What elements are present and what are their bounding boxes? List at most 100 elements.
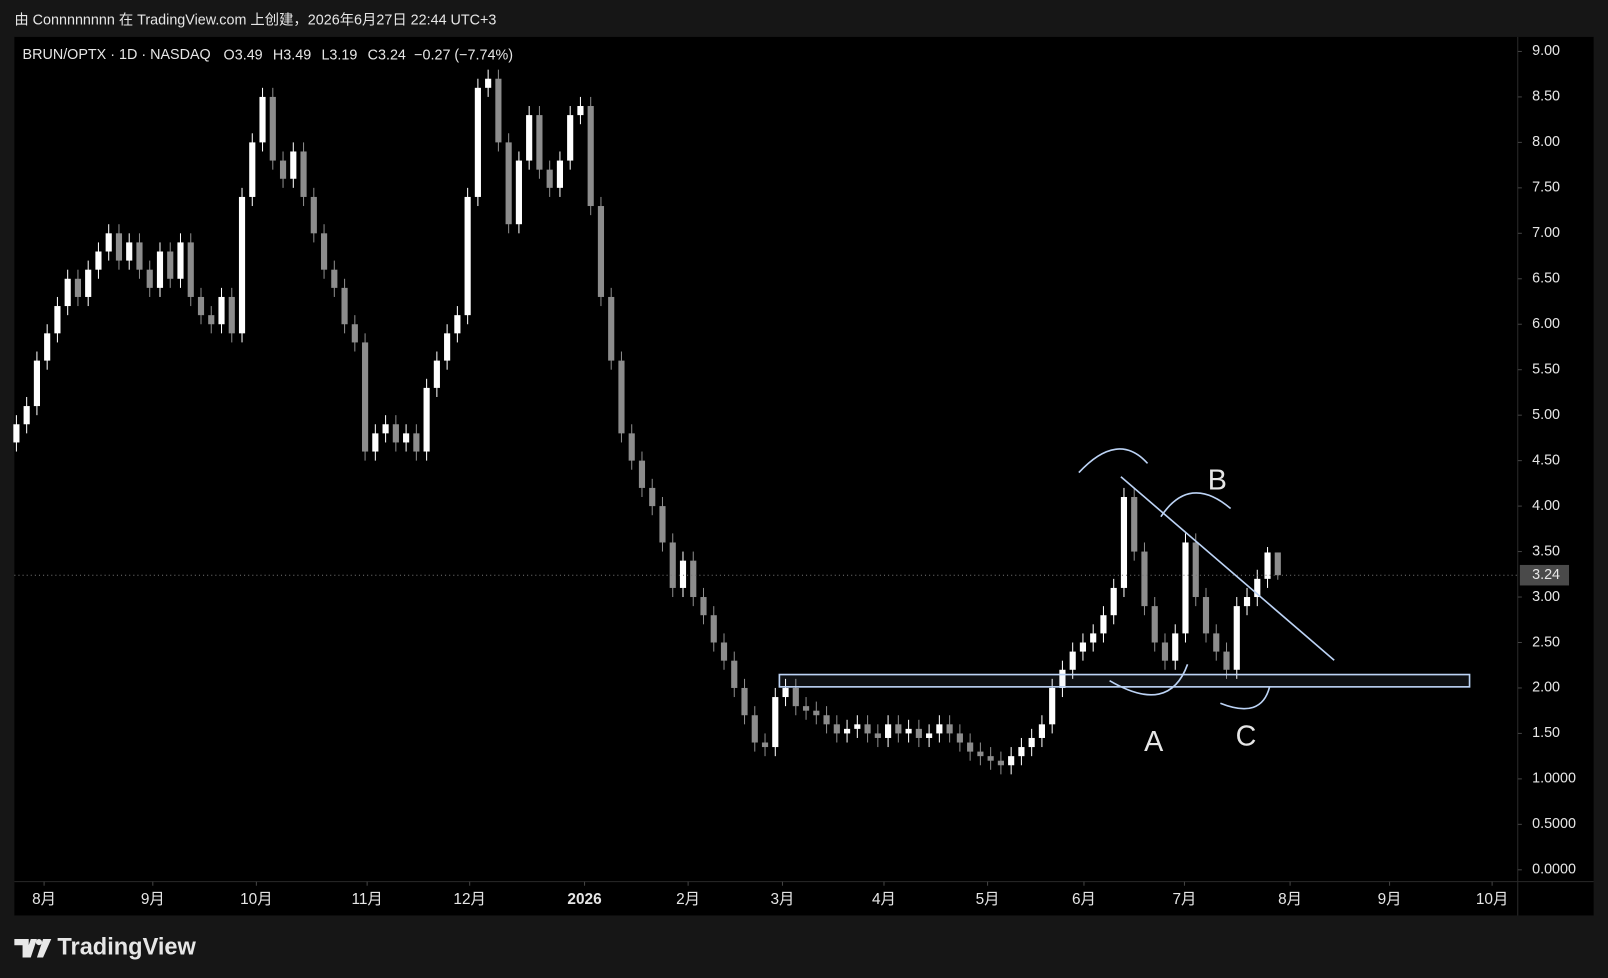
x-tick-label: 9月 [141,891,165,908]
candle-body [167,251,174,279]
ohlc-value: 3.49 [283,47,311,63]
y-tick-label: 5.00 [1532,407,1560,423]
symbol: BRUN/OPTX · 1D · NASDAQ [23,47,211,63]
candle-body [146,269,153,288]
candle-body [156,251,164,288]
y-tick-label: 0.0000 [1532,862,1576,878]
y-tick-label: 7.00 [1532,225,1560,241]
candle-body [105,233,112,252]
candle-body [1243,597,1251,607]
x-tick-label: 2026 [567,891,601,908]
candle-body [1274,552,1281,576]
ohlc-key: L [321,47,329,63]
candle-body [1100,615,1107,634]
logo: TradingView [14,934,197,960]
y-tick-label: 0.5000 [1532,816,1576,832]
x-tick-label: 5月 [976,891,1000,908]
candle-body [1120,497,1128,588]
x-tick-label: 8月 [32,891,56,908]
candle-body [136,242,143,270]
candle-body [731,660,738,688]
candle-body [997,760,1004,766]
candle-body [1172,633,1179,661]
x-tick-label: 2月 [676,891,700,908]
candle-body [885,724,892,738]
candle-body [54,306,61,334]
plot [13,50,1522,886]
candle-body [1202,597,1210,634]
logo-icon [14,939,37,958]
x-tick-label: 3月 [770,891,794,908]
candle-body [85,269,92,297]
candle-body [843,728,851,734]
candle-body [1038,724,1045,738]
candle-body [115,233,123,261]
candle-body [1049,687,1056,725]
candle-body [392,424,399,443]
candle-body [823,715,830,725]
arc [1220,686,1271,710]
ohlc-key: C [368,47,378,63]
y-tick-label: 1.0000 [1532,771,1576,787]
candle-body [1008,756,1015,766]
last-price-label: 3.24 [1532,567,1560,583]
candle-body [1059,669,1066,688]
candle-body [833,724,840,734]
candle-body [1254,578,1261,598]
candle-body [618,360,625,434]
y-tick-label: 2.00 [1532,680,1560,696]
candle-body [956,733,963,743]
candle-body [977,751,984,757]
logo-icon [36,939,52,958]
candle-body [628,433,635,461]
arc [1109,664,1189,696]
ohlc: O3.49 H3.49 L3.19 C3.24 −0.27 (−7.74%) [224,47,513,63]
candle-body [659,506,666,543]
candle-body [320,233,328,270]
candle-body [33,360,40,407]
candle-body [587,106,594,207]
y-tick-label: 6.50 [1532,271,1560,287]
y-tick-label: 8.50 [1532,89,1560,105]
candle-body [700,597,707,616]
candle-body [238,196,246,334]
candle-body [413,433,420,452]
ohlc-value: 3.49 [235,47,263,63]
candle-body [864,724,871,734]
credit: 由 Connnnnnnn 在 TradingView.com 上创建，2026年… [14,11,496,28]
candle-body [23,406,30,425]
candle-body [638,460,646,488]
candle-body [64,278,71,307]
candle-body [485,78,492,88]
candle-body [372,433,379,452]
candle-body [1233,606,1240,670]
candle-body [1182,542,1189,634]
candle-body [1018,747,1025,757]
time-axis [14,881,1594,916]
candle-body [269,96,276,161]
y-tick-label: 9.00 [1532,43,1560,59]
candle-body [772,697,779,748]
candle-body [208,315,215,325]
candle-body [444,333,451,361]
candle-body [1090,633,1097,643]
logo-icon [35,939,43,946]
candle-body [546,169,553,188]
x-tick-label: 12月 [453,891,485,908]
y-tick-label: 1.50 [1532,725,1560,741]
drawings [778,448,1471,710]
candle-body [1069,651,1076,670]
candle-body [300,151,307,197]
plot-area [14,36,1518,882]
price-axis [1517,36,1594,882]
candle-body [310,196,317,234]
candle-body [177,242,184,279]
candle-body [813,710,820,716]
candle-body [782,687,789,698]
candle-body [905,728,912,734]
candle-body [792,687,799,707]
candle-body [95,251,102,270]
candle-body [331,269,338,288]
candle-body [649,487,656,507]
